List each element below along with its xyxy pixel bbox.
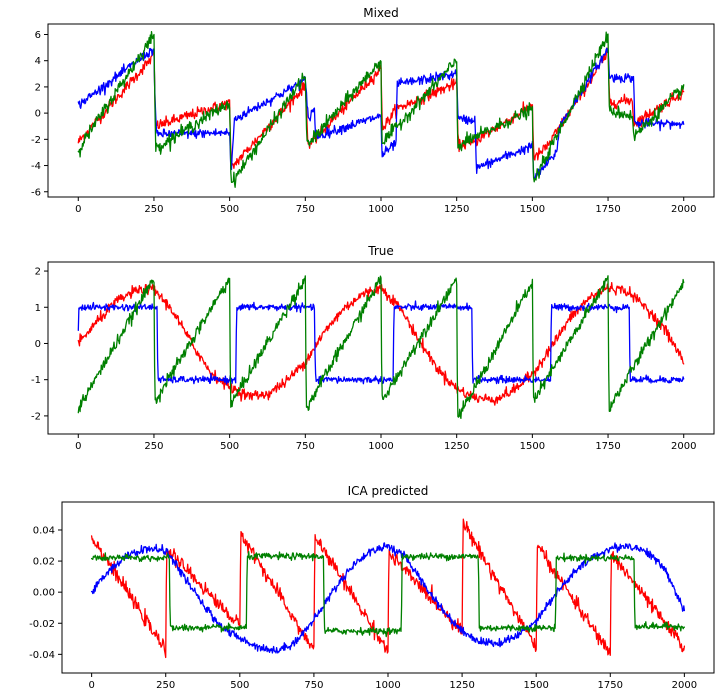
y-tick-label: -0.04 <box>29 650 55 661</box>
y-tick-label: 0 <box>35 339 41 350</box>
y-tick-label: -6 <box>31 187 41 198</box>
y-tick-label: -0.02 <box>29 619 55 630</box>
chart-title: ICA predicted <box>348 484 429 498</box>
x-tick-label: 1500 <box>523 680 548 691</box>
x-tick-label: 1000 <box>368 204 393 215</box>
chart-title: Mixed <box>363 6 398 20</box>
x-tick-label: 1500 <box>520 441 545 452</box>
series-line-1-3 <box>77 30 685 188</box>
y-tick-label: 6 <box>35 30 41 41</box>
x-tick-label: 500 <box>220 204 239 215</box>
y-tick-label: 0 <box>35 109 41 120</box>
y-tick-label: 0.02 <box>33 557 55 568</box>
x-tick-label: 1000 <box>368 441 393 452</box>
y-tick-label: 4 <box>35 56 41 67</box>
y-tick-label: 1 <box>35 303 41 314</box>
chart-panel-3: 0 250 500 750 1000 1250 1500 1750 2000 -0.04 -0.02… <box>29 484 715 691</box>
y-tick-label: -2 <box>31 411 41 422</box>
y-tick-label: 2 <box>35 267 41 278</box>
series-line-2-3 <box>77 275 685 420</box>
chart-panel-2: 0 250 500 750 1000 1250 1500 1750 2000 -2 -1 0 1 2 Tru… <box>31 244 715 452</box>
x-tick-label: 500 <box>230 680 249 691</box>
y-tick-label: 0.00 <box>33 588 55 599</box>
y-tick-label: 0.04 <box>33 525 55 536</box>
x-tick-label: 1250 <box>444 204 469 215</box>
x-tick-label: 250 <box>144 441 163 452</box>
x-tick-label: 2000 <box>672 680 697 691</box>
x-tick-label: 750 <box>296 441 315 452</box>
y-tick-label: 2 <box>35 82 41 93</box>
x-tick-label: 0 <box>88 680 94 691</box>
x-tick-label: 1250 <box>444 441 469 452</box>
y-tick-label: -2 <box>31 135 41 146</box>
x-tick-label: 1250 <box>449 680 474 691</box>
y-tick-label: -1 <box>31 375 41 386</box>
x-tick-label: 250 <box>156 680 175 691</box>
x-tick-label: 1500 <box>520 204 545 215</box>
x-tick-label: 1750 <box>595 204 620 215</box>
series-line-3-3 <box>90 551 686 638</box>
series-line-3-1 <box>90 518 686 659</box>
x-tick-label: 750 <box>296 204 315 215</box>
x-tick-label: 1750 <box>598 680 623 691</box>
x-tick-label: 1000 <box>375 680 400 691</box>
x-tick-label: 2000 <box>671 204 696 215</box>
x-tick-label: 500 <box>220 441 239 452</box>
chart-title: True <box>367 244 394 258</box>
series-line-2-2 <box>77 300 685 385</box>
x-tick-label: 0 <box>75 204 81 215</box>
y-tick-label: -4 <box>31 161 41 172</box>
x-tick-label: 0 <box>75 441 81 452</box>
x-tick-label: 1750 <box>595 441 620 452</box>
x-tick-label: 250 <box>144 204 163 215</box>
x-tick-label: 2000 <box>671 441 696 452</box>
chart-panel-1: 0 250 500 750 1000 1250 1500 1750 2000 -6 -4 -2 0 2 4 6… <box>31 6 715 215</box>
series-line-3-2 <box>90 542 686 654</box>
x-tick-label: 750 <box>304 680 323 691</box>
